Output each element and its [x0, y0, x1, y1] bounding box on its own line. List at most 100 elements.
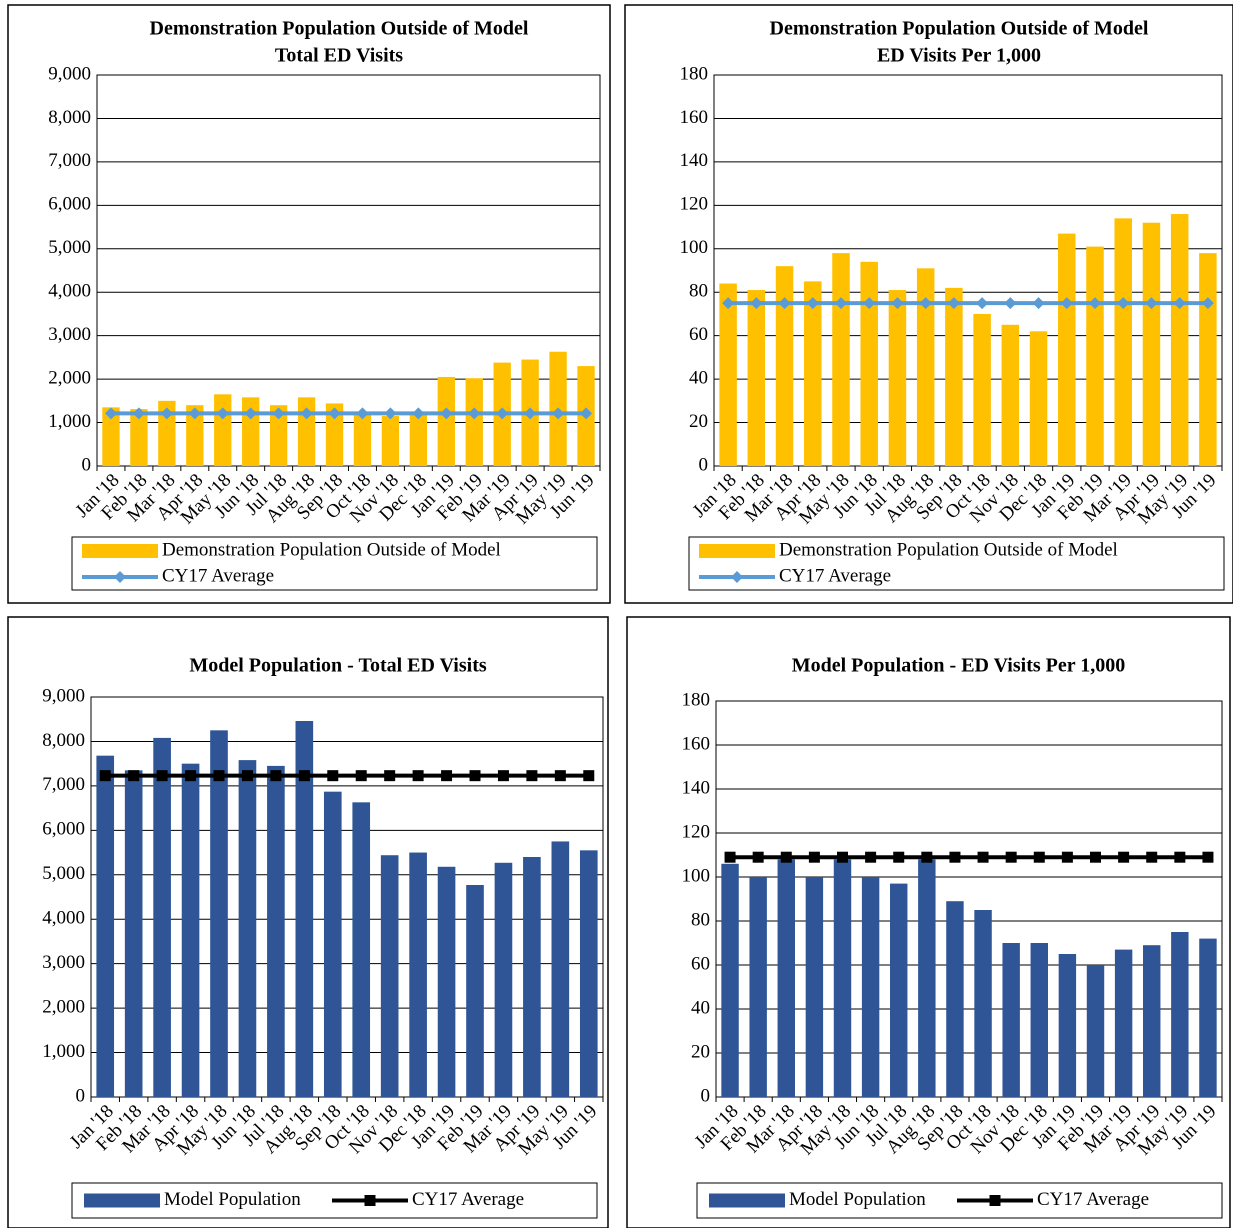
bar	[1058, 954, 1077, 1097]
line-marker	[104, 407, 117, 420]
line-marker	[947, 297, 960, 310]
y-tick-label: 80	[691, 909, 710, 930]
line-marker	[327, 770, 339, 782]
bar	[130, 409, 148, 466]
line-marker	[580, 407, 593, 420]
y-tick-label: 100	[682, 865, 711, 886]
bar	[238, 760, 257, 1097]
y-tick-label: 9,000	[42, 685, 85, 706]
legend-box	[688, 536, 1225, 591]
line-marker	[893, 851, 905, 863]
legend-box	[71, 536, 598, 591]
y-tick-label: 180	[680, 63, 709, 84]
bar	[437, 376, 455, 466]
bar	[721, 863, 739, 1097]
line-marker	[1173, 297, 1186, 310]
line-marker	[865, 851, 877, 863]
line-marker	[778, 297, 791, 310]
bar	[267, 765, 285, 1097]
line-marker	[216, 407, 229, 420]
bar	[1086, 965, 1105, 1097]
y-tick-label: 8,000	[48, 107, 91, 128]
bar	[1114, 949, 1133, 1097]
line-marker	[328, 407, 341, 420]
line-marker	[526, 770, 538, 782]
bar	[833, 859, 852, 1097]
line-marker	[1118, 851, 1130, 863]
bar	[945, 287, 963, 466]
line-marker	[724, 851, 736, 863]
bar	[353, 413, 372, 466]
bar	[551, 841, 570, 1097]
y-tick-label: 120	[680, 194, 709, 215]
line-marker	[356, 407, 369, 420]
bar	[181, 763, 200, 1097]
line-marker	[552, 407, 565, 420]
y-tick-label: 3,000	[42, 952, 85, 973]
chart-title: ED Visits Per 1,000	[877, 45, 1041, 67]
line-marker	[1201, 297, 1214, 310]
y-tick-label: 4,000	[42, 908, 85, 929]
line-marker	[188, 407, 201, 420]
line-marker	[272, 407, 285, 420]
line-marker	[1117, 297, 1130, 310]
line-marker	[989, 1195, 1001, 1206]
bar	[323, 791, 342, 1097]
line-marker	[132, 407, 145, 420]
bar	[153, 737, 171, 1097]
bar	[1001, 324, 1020, 466]
y-tick-label: 5,000	[42, 863, 85, 884]
y-tick-label: 7,000	[42, 774, 85, 795]
legend-label: Model Population	[164, 1189, 301, 1210]
bar	[579, 850, 598, 1097]
bar	[1143, 945, 1161, 1097]
bar	[409, 852, 427, 1097]
bar	[1199, 253, 1217, 466]
bar	[918, 859, 936, 1097]
bar	[96, 755, 115, 1097]
y-tick-label: 1,000	[42, 1041, 85, 1062]
y-tick-label: 60	[689, 324, 708, 345]
line-marker	[156, 770, 168, 782]
bar	[1170, 214, 1189, 466]
bar	[916, 268, 935, 466]
panel-border	[7, 616, 609, 1228]
bar	[973, 313, 991, 466]
line-marker	[496, 407, 509, 420]
bar	[124, 770, 143, 1097]
chart-panel: Demonstration Population Outside of Mode…	[7, 4, 611, 604]
y-tick-label: 6,000	[42, 819, 85, 840]
line-marker	[244, 407, 257, 420]
bar	[1199, 938, 1217, 1097]
line-marker	[213, 770, 225, 782]
y-tick-label: 180	[682, 689, 711, 710]
y-tick-label: 140	[682, 777, 711, 798]
line-marker	[412, 770, 424, 782]
line-marker	[497, 770, 509, 782]
bar	[777, 859, 795, 1097]
y-tick-label: 140	[680, 150, 709, 171]
line-marker	[554, 770, 566, 782]
bar	[832, 253, 850, 466]
y-tick-label: 100	[680, 237, 709, 258]
y-tick-label: 6,000	[48, 194, 91, 215]
bar	[805, 877, 824, 1097]
legend-label: Demonstration Population Outside of Mode…	[162, 539, 501, 560]
legend-label: CY17 Average	[779, 565, 891, 586]
chart-panel: Model Population - ED Visits Per 1,000 0 2…	[626, 616, 1231, 1228]
line-marker	[583, 770, 595, 782]
legend-swatch	[84, 1193, 160, 1208]
line-marker	[1089, 297, 1101, 310]
bar	[437, 866, 456, 1097]
line-marker	[752, 851, 764, 863]
bar	[102, 407, 120, 466]
bar	[325, 403, 344, 466]
panel-border	[624, 4, 1233, 604]
bar	[1029, 331, 1048, 466]
line-marker	[863, 297, 876, 310]
bar	[1142, 222, 1161, 466]
line-marker	[1005, 851, 1017, 863]
line-marker	[364, 1195, 376, 1206]
bar	[1058, 233, 1076, 466]
